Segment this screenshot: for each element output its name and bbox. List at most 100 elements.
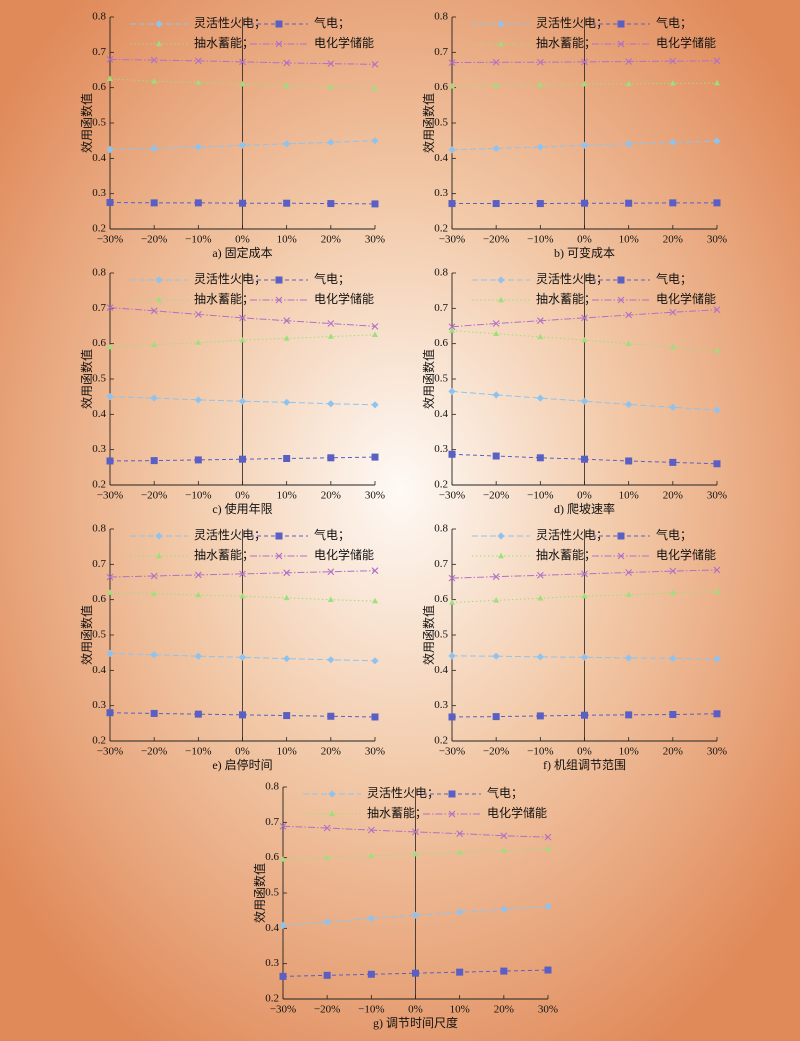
legend-label: 抽水蓄能； (194, 548, 254, 562)
x-tick-label: 20% (321, 490, 341, 502)
marker (669, 403, 677, 411)
marker (411, 911, 420, 919)
marker (150, 144, 158, 153)
marker (239, 592, 246, 599)
marker (713, 566, 721, 574)
marker (581, 199, 588, 207)
marker (493, 330, 500, 336)
marker (327, 320, 335, 327)
y-tick-label: 0.3 (434, 187, 448, 199)
x-tick-label: 0% (577, 490, 592, 502)
legend-marker (275, 532, 283, 540)
marker (625, 340, 632, 346)
y-tick-label: 0.4 (434, 152, 448, 164)
chart-caption: g) 调节时间尺度 (373, 1015, 458, 1030)
marker (669, 80, 676, 86)
marker (449, 83, 455, 89)
legend-marker (617, 552, 625, 560)
y-tick-label: 0.3 (92, 187, 106, 199)
marker (448, 713, 456, 721)
y-tick-label: 0.5 (92, 629, 106, 641)
marker (195, 339, 202, 345)
marker (195, 79, 202, 85)
legend-marker (275, 276, 283, 284)
legend-marker (155, 532, 163, 540)
marker (714, 588, 720, 594)
marker (371, 200, 379, 208)
marker (194, 396, 202, 404)
marker (581, 80, 588, 87)
x-tick-label: 10% (619, 234, 639, 246)
y-tick-label: 0.8 (434, 267, 448, 279)
marker (669, 567, 677, 575)
marker (449, 327, 455, 333)
chart-caption: f) 机组调节范围 (543, 758, 626, 772)
y-tick-label: 0.7 (92, 46, 106, 58)
marker (713, 199, 721, 207)
marker (367, 914, 375, 923)
legend-marker (498, 296, 504, 303)
y-tick-label: 0.4 (92, 152, 106, 164)
y-tick-label: 0.7 (434, 302, 448, 314)
marker (713, 710, 721, 718)
marker (500, 832, 508, 840)
y-tick-label: 0.2 (434, 479, 448, 491)
marker (150, 307, 158, 315)
legend-label: 抽水蓄能； (194, 292, 254, 306)
x-tick-label: −20% (141, 490, 167, 502)
marker (107, 344, 113, 350)
marker (327, 400, 335, 408)
marker (537, 81, 544, 88)
marker (581, 455, 588, 463)
marker (536, 653, 544, 661)
x-tick-label: −10% (358, 1004, 384, 1016)
legend-label: 电化学储能 (314, 547, 374, 562)
marker (492, 391, 500, 399)
marker (581, 58, 588, 66)
marker (448, 59, 456, 66)
marker (449, 599, 455, 605)
marker (283, 335, 290, 341)
x-tick-label: 20% (321, 234, 341, 246)
chart-panel: 0.2 0.3 0.4 0.5 0.6 0.7 0.8 −30% −20% −10% 0% 10% 20… (421, 267, 727, 516)
marker (106, 709, 114, 717)
legend-marker (156, 40, 162, 47)
legend-marker (448, 790, 456, 798)
marker (448, 323, 456, 331)
legend-marker (275, 552, 283, 560)
marker (371, 322, 379, 330)
marker (106, 457, 114, 465)
marker (536, 712, 544, 720)
marker (713, 306, 721, 314)
marker (713, 137, 721, 145)
marker (327, 200, 335, 208)
chart-panel: 0.2 0.3 0.4 0.5 0.6 0.7 0.8 −30% −20% −10% 0% 10% 20… (79, 523, 385, 772)
legend-label: 气电； (656, 271, 692, 286)
x-tick-label: −10% (185, 234, 211, 246)
legend-label: 抽水蓄能； (367, 806, 427, 820)
marker (544, 966, 552, 974)
marker (713, 460, 721, 468)
marker (500, 905, 508, 913)
chart-panel: 0.2 0.3 0.4 0.5 0.6 0.7 0.8 −30% −20% −10% 0% 10% 20… (421, 523, 727, 772)
x-tick-label: −30% (439, 234, 465, 246)
x-tick-label: −10% (185, 746, 211, 758)
y-tick-label: 0.6 (92, 81, 106, 93)
y-tick-label: 0.8 (92, 267, 106, 279)
y-tick-label: 0.3 (265, 957, 279, 969)
marker (371, 401, 379, 409)
marker (195, 591, 202, 598)
marker (239, 570, 246, 578)
y-tick-label: 0.6 (434, 337, 448, 349)
marker (625, 711, 633, 719)
marker (239, 711, 246, 719)
legend-marker (498, 552, 504, 559)
legend-marker (497, 532, 505, 540)
x-tick-label: 10% (450, 1004, 470, 1016)
marker (669, 654, 677, 662)
marker (150, 56, 158, 64)
marker (371, 60, 379, 68)
marker (581, 570, 588, 578)
legend-label: 抽水蓄能； (536, 36, 596, 50)
marker (283, 594, 290, 601)
